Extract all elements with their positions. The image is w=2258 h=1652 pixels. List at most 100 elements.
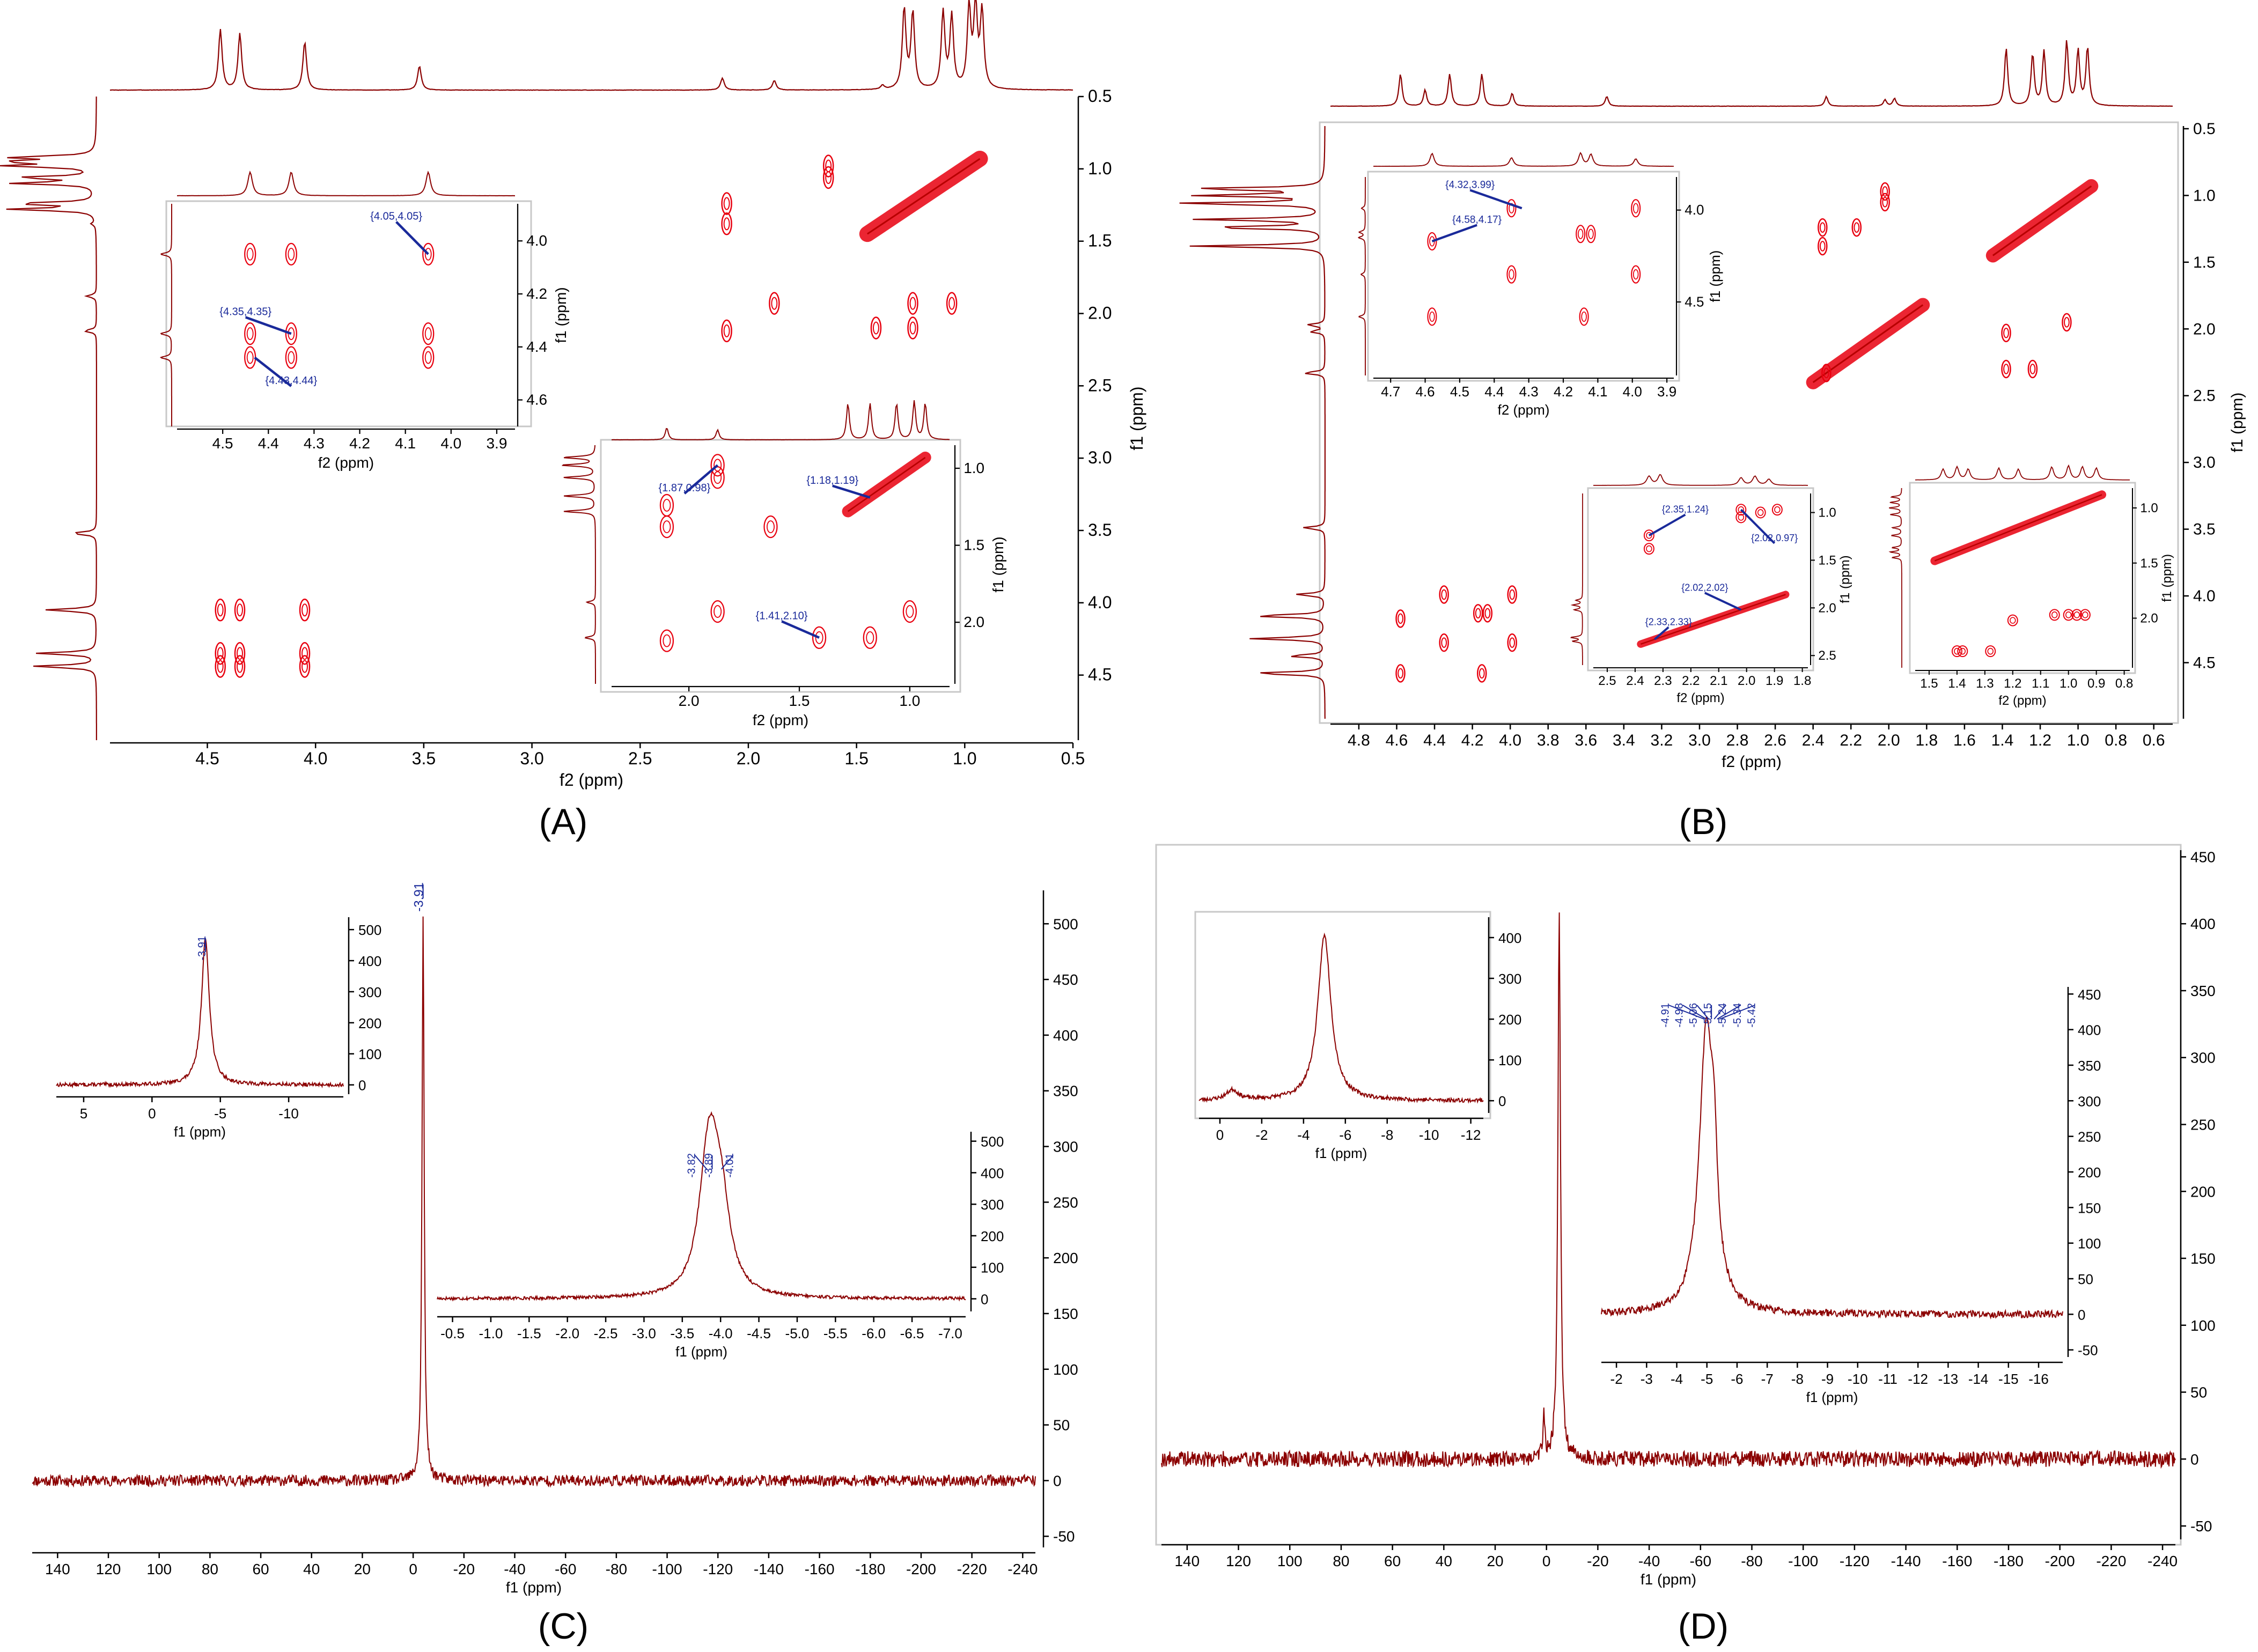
- x-tick-label: 3.6: [1575, 732, 1597, 749]
- x-tick-label: 1.0: [2067, 732, 2090, 749]
- annotation-label: {4.43,4.44}: [265, 375, 317, 387]
- peak-label: -4.98: [1674, 1003, 1686, 1028]
- x-tick-label: 3.4: [1613, 732, 1635, 749]
- x-tick-label: -220: [2096, 1553, 2126, 1569]
- peak-label: -3.89: [703, 1153, 715, 1178]
- x-tick-label: -40: [1638, 1553, 1660, 1569]
- cross-peak-contour-inner: [301, 647, 308, 660]
- x-tick-label: 2.5: [628, 749, 652, 768]
- peak-label: -4.01: [724, 1153, 736, 1178]
- x-tick-label: 3.0: [1688, 732, 1711, 749]
- cross-peak-contour-inner: [1646, 545, 1652, 552]
- cross-peak-contour-inner: [1509, 589, 1516, 600]
- x-axis-title: f2 (ppm): [753, 712, 808, 728]
- spectrum-trace: [437, 1111, 966, 1302]
- annotation-label: {4.35,4.35}: [219, 306, 271, 318]
- x-tick-label: -4.5: [747, 1325, 771, 1341]
- cross-peak-contour-inner: [288, 351, 295, 364]
- cross-peak-contour: [2071, 609, 2083, 621]
- x-tick-label: -12: [1461, 1127, 1481, 1143]
- x-tick-label: 4.4: [1423, 732, 1446, 749]
- peak-label-leader: [1719, 1005, 1755, 1020]
- cross-peak-contour-inner: [1632, 269, 1639, 280]
- y-tick-label: 250: [2078, 1129, 2101, 1145]
- cross-peak-contour: [1506, 199, 1517, 218]
- y-tick-label: 300: [2078, 1093, 2101, 1109]
- cross-peak-contour-inner: [1509, 269, 1514, 280]
- cross-peak-contour: [1427, 232, 1437, 250]
- cross-peak-contour-inner: [723, 217, 730, 231]
- x-axis-title: f1 (ppm): [1806, 1389, 1858, 1405]
- annotation-leader: [832, 484, 871, 499]
- cross-peak-contour-inner: [1475, 608, 1481, 619]
- cross-peak-contour-inner: [424, 327, 432, 340]
- inset-frame-b1: [1367, 171, 1680, 382]
- x-tick-label: 2.8: [1726, 732, 1749, 749]
- x-tick-label: 4.2: [1461, 732, 1484, 749]
- cross-peak-contour-inner: [825, 171, 832, 185]
- cross-peak-contour: [1586, 225, 1596, 244]
- annotation-label: {1.18,1.19}: [806, 475, 858, 486]
- cross-peak-contour: [870, 316, 882, 340]
- inset-frame-d1: [1194, 911, 1491, 1119]
- y-tick-label: 0.5: [1088, 86, 1112, 106]
- spectrum-trace: [1198, 932, 1484, 1104]
- y-tick-label: 100: [2078, 1236, 2101, 1252]
- cross-peak-contour-inner: [1854, 222, 1860, 233]
- x-tick-label: 100: [1277, 1553, 1303, 1569]
- cross-peak-contour-inner: [1429, 311, 1435, 322]
- f1-projection-trace: [1888, 488, 1902, 668]
- y-tick-label: 200: [1498, 1012, 1521, 1028]
- cross-peak-contour-inner: [1987, 647, 1994, 655]
- x-tick-label: -1.0: [479, 1325, 503, 1341]
- x-tick-label: 1.8: [1793, 674, 1811, 688]
- x-tick-label: 2.4: [1802, 732, 1825, 749]
- y-tick-label: 0: [2190, 1451, 2199, 1467]
- cross-peak-contour-inner: [2051, 611, 2058, 618]
- x-tick-label: 2.5: [1598, 674, 1616, 688]
- y-tick-label: 100: [981, 1260, 1004, 1276]
- y-tick-label: 4.0: [526, 232, 547, 249]
- cross-peak-contour-inner: [1757, 509, 1764, 516]
- y-tick-label: 3.5: [1088, 520, 1112, 540]
- x-tick-label: -3.0: [632, 1325, 656, 1341]
- annotation-label: {1.41,2.10}: [756, 610, 808, 622]
- cross-peak-contour-inner: [714, 459, 722, 472]
- x-tick-label: 40: [1436, 1553, 1452, 1569]
- x-tick-label: 60: [1384, 1553, 1401, 1569]
- x-tick-label: 2.3: [1654, 674, 1672, 688]
- diagonal-ridge-core: [1934, 494, 2102, 562]
- y-tick-label: 1.0: [2140, 501, 2158, 515]
- diagonal-ridge-core: [847, 456, 926, 512]
- inset-frame-b3: [1909, 482, 2136, 674]
- cross-peak-contour-inner: [217, 647, 224, 660]
- x-tick-label: 3.9: [1657, 384, 1676, 400]
- annotation-label: {4.05,4.05}: [370, 211, 422, 223]
- x-tick-label: 1.5: [1920, 676, 1938, 691]
- spectrum-trace: [32, 916, 1036, 1488]
- annotation-label: {2.35,1.24}: [1662, 504, 1709, 515]
- 2d-panel-undefined: {1.87,0.98} {1.18,1.19} {1.41,2.10} 2.0 1.5 1…: [561, 400, 1006, 728]
- x-tick-label: -14: [1968, 1371, 1989, 1387]
- peak-label: -4.91: [1660, 1003, 1672, 1028]
- cross-peak-contour-inner: [909, 321, 916, 335]
- x-tick-label: 4.0: [1499, 732, 1521, 749]
- x-tick-label: 2.0: [679, 692, 700, 709]
- cross-peak-contour: [1957, 645, 1968, 658]
- x-tick-label: -4: [1297, 1127, 1310, 1143]
- x-tick-label: 2.0: [1738, 674, 1755, 688]
- x-tick-label: 4.2: [1554, 384, 1573, 400]
- annotation-leader: [245, 316, 292, 335]
- x-tick-label: -5.5: [823, 1325, 848, 1341]
- x-axis-title: f1 (ppm): [174, 1124, 226, 1140]
- x-tick-label: -120: [703, 1561, 733, 1577]
- diagonal-ridge-core: [866, 158, 981, 235]
- cross-peak-contour: [1735, 511, 1747, 523]
- x-tick-label: -15: [1998, 1371, 2019, 1387]
- cross-peak-contour-inner: [246, 327, 254, 340]
- x-tick-label: 120: [1226, 1553, 1251, 1569]
- x-tick-label: 4.6: [1415, 384, 1435, 400]
- x-tick-label: -0.5: [440, 1325, 465, 1341]
- x-tick-label: 0.6: [2143, 732, 2165, 749]
- cross-peak-contour-inner: [723, 197, 730, 210]
